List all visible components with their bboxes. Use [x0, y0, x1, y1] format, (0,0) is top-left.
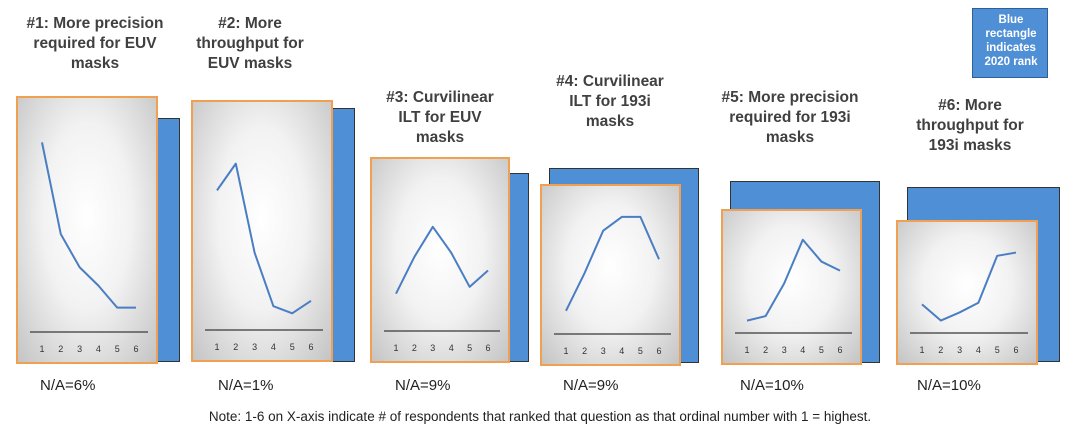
chart-1-tick-label: 2 — [58, 344, 63, 354]
chart-2-title: #2: More throughput for EUV masks — [196, 15, 304, 72]
chart-3-title: #3: Curvilinear ILT for EUV masks — [386, 89, 494, 146]
chart-5-panel: 1 2 3 4 5 6 — [721, 209, 862, 365]
chart-3-svg: 1 2 3 4 5 6 — [384, 225, 500, 353]
chart-5-na-label: N/A=10% — [740, 377, 804, 394]
legend-box: Blue rectangle indicates 2020 rank — [972, 8, 1048, 78]
chart-6-tick-label: 6 — [1013, 345, 1018, 355]
chart-2-tick-label: 6 — [308, 342, 313, 352]
chart-5-tick-label: 2 — [763, 345, 768, 355]
chart-1-title: #1: More precision required for EUV mask… — [26, 15, 164, 72]
chart-2-tick-label: 3 — [252, 342, 257, 352]
chart-6-title: #6: More throughput for 193i masks — [916, 97, 1024, 154]
chart-5-title: #5: More precision required for 193i mas… — [721, 89, 859, 146]
chart-5-tick-label: 1 — [744, 345, 749, 355]
chart-6-panel: 1 2 3 4 5 6 — [896, 220, 1038, 365]
chart-3-series-line — [395, 225, 489, 295]
chart-2-tick-label: 5 — [290, 342, 295, 352]
chart-1-panel: 1 2 3 4 5 6 — [16, 96, 158, 364]
chart-3-tick-label: 3 — [430, 343, 435, 353]
chart-3-panel: 1 2 3 4 5 6 — [370, 157, 510, 363]
chart-6-tick-label: 1 — [919, 345, 924, 355]
chart-4-title: #4: Curvilinear ILT for 193i masks — [556, 73, 664, 130]
chart-4-svg: 1 2 3 4 5 6 — [554, 215, 671, 356]
chart-4-tick-label: 2 — [582, 346, 587, 356]
chart-1-tick-label: 5 — [115, 344, 120, 354]
chart-5-svg: 1 2 3 4 5 6 — [735, 238, 852, 355]
chart-3-tick-label: 1 — [393, 343, 398, 353]
chart-6-tick-label: 4 — [976, 345, 981, 355]
chart-3-tick-label: 5 — [467, 343, 472, 353]
chart-6-tick-label: 5 — [995, 345, 1000, 355]
chart-4-na-label: N/A=9% — [563, 377, 619, 394]
chart-1-tick-label: 6 — [133, 344, 138, 354]
chart-2-panel: 1 2 3 4 5 6 — [191, 100, 333, 362]
chart-5-series-line — [746, 238, 841, 322]
chart-4-series-line — [565, 215, 660, 312]
chart-4-panel: 1 2 3 4 5 6 — [540, 184, 681, 366]
legend-text: Blue rectangle indicates 2020 rank — [984, 14, 1038, 68]
chart-5-tick-label: 4 — [800, 345, 805, 355]
chart-6-series-line — [921, 251, 1017, 322]
chart-2-tick-label: 4 — [271, 342, 276, 352]
chart-4-tick-label: 4 — [619, 346, 624, 356]
chart-5-tick-label: 6 — [837, 345, 842, 355]
chart-1-tick-label: 1 — [39, 344, 44, 354]
chart-6-tick-label: 3 — [957, 345, 962, 355]
chart-1-series-line — [41, 142, 136, 309]
chart-3-tick-label: 2 — [412, 343, 417, 353]
chart-1-na-label: N/A=6% — [40, 377, 96, 394]
footnote: Note: 1-6 on X-axis indicate # of respon… — [208, 409, 872, 424]
chart-3-tick-label: 6 — [485, 343, 490, 353]
chart-3-na-label: N/A=9% — [395, 377, 451, 394]
chart-4-tick-label: 3 — [601, 346, 606, 356]
chart-3-tick-label: 4 — [449, 343, 454, 353]
chart-4-tick-label: 5 — [638, 346, 643, 356]
chart-2-na-label: N/A=1% — [218, 377, 274, 394]
chart-5-tick-label: 5 — [819, 345, 824, 355]
chart-2-series-line — [216, 162, 312, 315]
chart-1-tick-label: 4 — [96, 344, 101, 354]
chart-1-tick-label: 3 — [77, 344, 82, 354]
chart-2-tick-label: 1 — [214, 342, 219, 352]
chart-5-tick-label: 3 — [782, 345, 787, 355]
chart-2-svg: 1 2 3 4 5 6 — [205, 162, 323, 352]
chart-6-svg: 1 2 3 4 5 6 — [910, 251, 1028, 355]
chart-2-tick-label: 2 — [233, 342, 238, 352]
chart-1-svg: 1 2 3 4 5 6 — [30, 142, 148, 354]
chart-4-tick-label: 6 — [656, 346, 661, 356]
chart-6-tick-label: 2 — [938, 345, 943, 355]
chart-6-na-label: N/A=10% — [917, 377, 981, 394]
chart-4-tick-label: 1 — [563, 346, 568, 356]
